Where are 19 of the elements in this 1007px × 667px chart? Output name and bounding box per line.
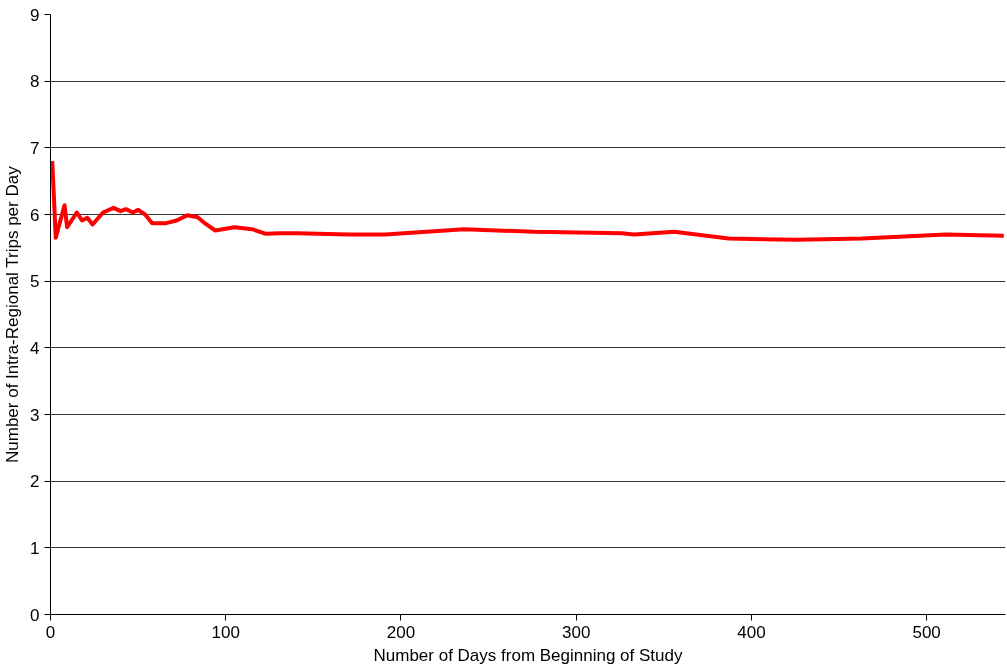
y-tick-label: 6 — [30, 205, 40, 225]
y-tick-label: 4 — [30, 338, 40, 358]
x-tick-label: 400 — [737, 622, 766, 642]
y-tick-label: 5 — [30, 272, 40, 292]
y-tick-label: 9 — [30, 5, 40, 25]
x-tick-label: 300 — [562, 622, 591, 642]
y-axis-title: Number of Intra-Regional Trips per Day — [3, 165, 23, 463]
line-series — [50, 159, 1006, 242]
y-tick-label: 2 — [30, 472, 40, 492]
y-tick-label: 8 — [30, 72, 40, 92]
x-axis-title: Number of Days from Beginning of Study — [373, 645, 683, 665]
y-tick-label: 1 — [30, 538, 40, 558]
x-tick-label: 200 — [386, 622, 416, 642]
x-tick-label: 0 — [45, 622, 56, 642]
y-tick-label: 3 — [30, 405, 40, 425]
x-tick-label: 500 — [912, 622, 941, 642]
x-tick-label: 100 — [211, 622, 240, 642]
y-tick-label: 0 — [30, 605, 40, 625]
y-tick-label: 7 — [30, 138, 40, 158]
